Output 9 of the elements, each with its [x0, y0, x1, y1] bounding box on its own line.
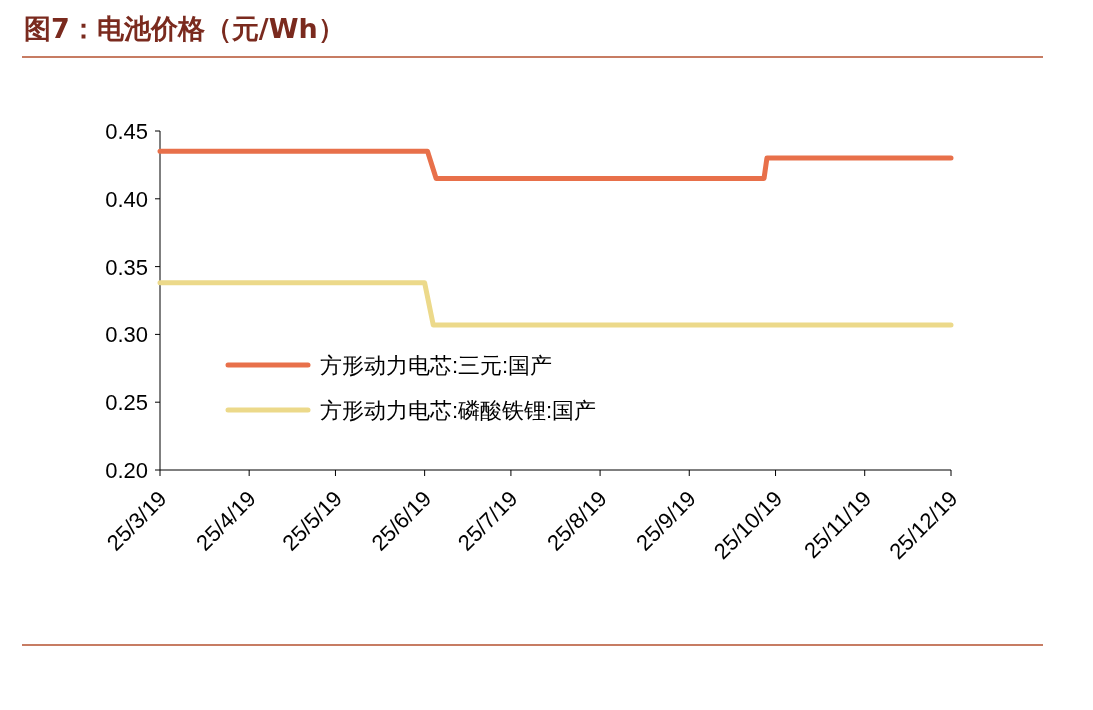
y-tick-label: 0.40: [105, 186, 148, 212]
y-tick-label: 0.35: [105, 254, 148, 280]
y-tick-label: 0.45: [105, 119, 148, 144]
y-tick-label: 0.30: [105, 322, 148, 348]
y-tick-label: 0.20: [105, 458, 148, 483]
legend-label: 方形动力电芯:三元:国产: [320, 353, 553, 378]
y-tick-label: 0.25: [105, 390, 148, 416]
chart-title: 图7：电池价格（元/Wh）: [24, 13, 345, 44]
legend-label: 方形动力电芯:磷酸铁锂:国产: [320, 398, 597, 423]
